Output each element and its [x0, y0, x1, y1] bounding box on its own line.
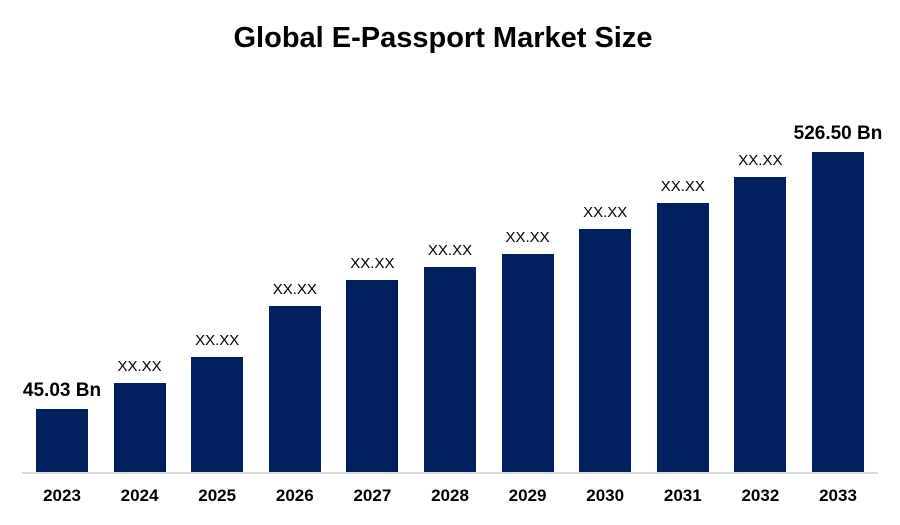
- year-label-2033: 2033: [819, 486, 857, 505]
- value-label-2028: XX.XX: [427, 242, 473, 259]
- year-label-2027: 2027: [353, 486, 392, 505]
- bar-2028: [424, 267, 476, 472]
- year-label-2025: 2025: [198, 486, 237, 505]
- year-label-2028: 2028: [431, 486, 469, 505]
- bar-2024: [113, 383, 166, 472]
- bar-2025: [191, 357, 244, 472]
- bar-2033: [812, 152, 864, 472]
- year-label-2031: 2031: [663, 486, 702, 505]
- value-label-2033: 526.50 Bn: [793, 123, 883, 144]
- value-label-2029: XX.XX: [505, 229, 550, 246]
- value-label-2026: XX.XX: [272, 281, 317, 298]
- bar-2026: [268, 306, 321, 472]
- year-label-2023: 2023: [43, 486, 81, 505]
- bar-2029: [501, 254, 554, 472]
- bar-2023: [36, 409, 88, 472]
- year-label-2026: 2026: [275, 486, 314, 505]
- bar-2027: [346, 280, 399, 472]
- value-label-2023: 45.03 Bn: [22, 380, 102, 401]
- value-label-2032: XX.XX: [738, 152, 783, 169]
- value-label-2031: XX.XX: [660, 178, 705, 195]
- year-label-2024: 2024: [120, 486, 159, 505]
- chart-title: Global E-Passport Market Size: [233, 22, 653, 54]
- bar-2032: [734, 177, 787, 472]
- bar-2031: [656, 203, 709, 472]
- value-label-2025: XX.XX: [195, 332, 240, 349]
- value-label-2027: XX.XX: [350, 255, 395, 272]
- value-label-2024: XX.XX: [117, 358, 162, 375]
- year-label-2032: 2032: [741, 486, 780, 505]
- value-label-2030: XX.XX: [583, 204, 628, 221]
- year-label-2029: 2029: [508, 486, 547, 505]
- bar-2030: [579, 229, 632, 472]
- x-axis-line: [22, 472, 878, 474]
- year-label-2030: 2030: [586, 486, 625, 505]
